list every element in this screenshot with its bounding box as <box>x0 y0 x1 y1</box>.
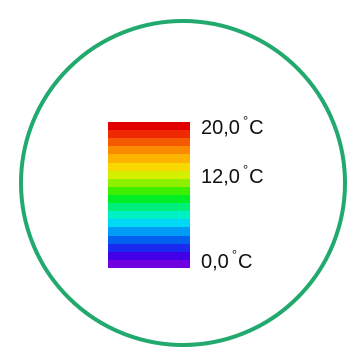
color-band <box>108 259 190 268</box>
scale-label-min-degree: ° <box>231 247 238 262</box>
color-band <box>108 146 190 155</box>
color-band <box>108 251 190 260</box>
color-band <box>108 235 190 244</box>
color-band <box>108 194 190 204</box>
color-band <box>108 162 190 171</box>
scale-label-max-unit: C <box>249 117 264 139</box>
scale-label-max: 20,0 °C <box>201 114 264 139</box>
color-band <box>108 243 190 252</box>
color-band <box>108 170 190 179</box>
scale-label-min-value: 0,0 <box>201 251 229 273</box>
scale-label-mid-value: 12,0 <box>201 166 240 188</box>
color-band <box>108 130 190 139</box>
scale-label-max-value: 20,0 <box>201 117 240 139</box>
color-band <box>108 211 190 220</box>
color-band <box>108 178 190 187</box>
scale-label-max-degree: ° <box>242 113 249 128</box>
color-band <box>108 227 190 236</box>
scale-label-mid: 12,0 °C <box>201 163 264 188</box>
color-band <box>108 138 190 147</box>
scale-label-mid-degree: ° <box>242 162 249 177</box>
scale-label-min: 0,0 °C <box>201 248 253 273</box>
color-band <box>108 186 190 195</box>
color-band <box>108 122 190 131</box>
color-band <box>108 219 190 228</box>
temperature-color-scale <box>108 122 190 268</box>
color-band <box>108 154 190 163</box>
scale-label-mid-unit: C <box>249 166 264 188</box>
color-band <box>108 203 190 212</box>
scale-label-min-unit: C <box>238 251 253 273</box>
